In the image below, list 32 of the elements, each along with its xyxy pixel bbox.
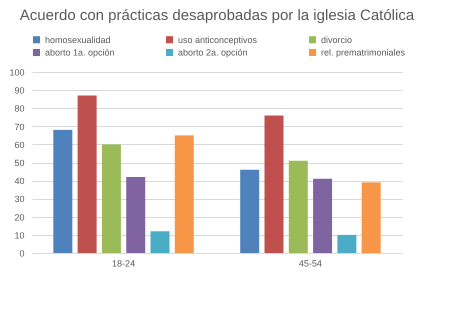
legend-label: aborto 2a. opción (178, 48, 248, 58)
x-tick-label: 18-24 (112, 258, 136, 268)
bar (126, 176, 146, 253)
y-tick-label: 0 (19, 248, 24, 258)
bar (240, 170, 260, 253)
y-tick-label: 40 (14, 176, 24, 186)
bar (264, 115, 284, 253)
y-tick-label: 70 (14, 122, 24, 132)
legend-label: divorcio (321, 34, 352, 45)
y-tick-label: 80 (14, 104, 24, 114)
legend-label: aborto 1a. opción (45, 48, 115, 58)
bar (174, 135, 194, 253)
y-tick-label: 100 (9, 68, 24, 78)
x-tick-label: 45-54 (298, 258, 322, 268)
bar (362, 182, 381, 253)
y-tick-label: 20 (14, 212, 24, 222)
bar (53, 130, 72, 253)
bar (337, 234, 356, 253)
y-tick-label: 90 (14, 86, 24, 96)
y-tick-label: 30 (14, 194, 24, 204)
bar (313, 178, 332, 253)
chart-title: Acuerdo con prácticas desaprobadas por la iglesia Católica (20, 7, 415, 24)
legend-label: rel. prematrimoniales (321, 48, 406, 58)
y-tick-label: 10 (14, 230, 24, 240)
y-tick-label: 60 (14, 140, 24, 150)
bar (102, 144, 121, 253)
y-tick-label: 50 (14, 158, 24, 168)
legend-label: homosexualidad (45, 34, 111, 45)
bar (78, 96, 97, 253)
bar (288, 160, 308, 253)
bar (150, 231, 170, 253)
legend-label: uso anticonceptivos (178, 34, 258, 45)
